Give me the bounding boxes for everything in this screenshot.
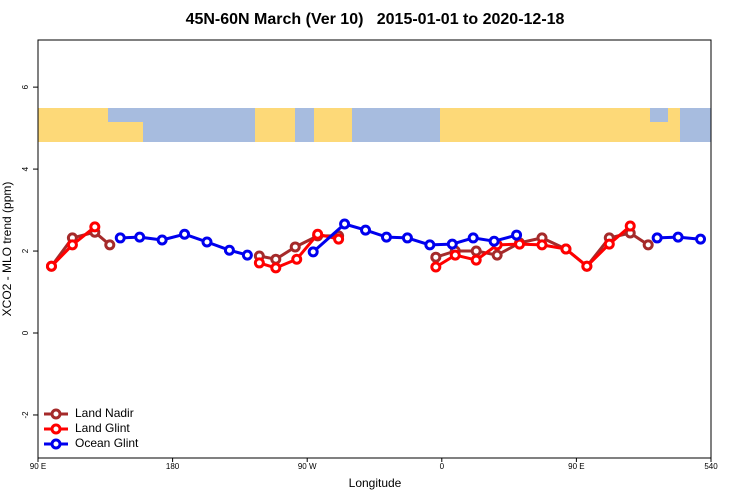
series-marker xyxy=(430,251,442,263)
series-marker xyxy=(339,218,351,230)
x-tick-label: 90 E xyxy=(568,462,584,471)
series-marker xyxy=(201,236,213,248)
chart-title: 45N-60N March (Ver 10) 2015-01-01 to 202… xyxy=(186,11,565,28)
series-marker xyxy=(134,231,146,243)
series-marker xyxy=(104,239,116,251)
series-marker xyxy=(488,235,500,247)
series-marker xyxy=(89,221,101,233)
series-marker xyxy=(470,254,482,266)
legend-label: Ocean Glint xyxy=(75,436,139,450)
series-marker xyxy=(446,238,458,250)
x-tick-label: 90 E xyxy=(30,462,46,471)
y-tick-label: 4 xyxy=(21,166,30,171)
series-marker xyxy=(695,233,707,245)
series-marker xyxy=(514,238,526,250)
legend-marker xyxy=(50,438,62,450)
x-tick-label: 540 xyxy=(704,462,718,471)
series-marker xyxy=(223,244,235,256)
series-marker xyxy=(241,249,253,261)
legend-marker xyxy=(50,408,62,420)
series-marker xyxy=(114,232,126,244)
plot-frame xyxy=(37,39,712,459)
series-marker xyxy=(424,239,436,251)
series-marker xyxy=(156,234,168,246)
legend-label: Land Glint xyxy=(75,421,130,435)
series-marker xyxy=(624,220,636,232)
legend-marker xyxy=(50,423,62,435)
series-marker xyxy=(449,249,461,261)
series-marker xyxy=(270,262,282,274)
y-tick-label: 2 xyxy=(21,248,30,253)
series-marker xyxy=(179,228,191,240)
series-marker xyxy=(560,243,572,255)
series-marker xyxy=(401,232,413,244)
series-marker xyxy=(289,241,301,253)
y-tick-label: -2 xyxy=(21,411,30,419)
series-marker xyxy=(491,249,503,261)
series-marker xyxy=(66,239,78,251)
y-axis-label: XCO2 - MLO trend (ppm) xyxy=(0,182,14,317)
series-marker xyxy=(312,228,324,240)
series-marker xyxy=(651,232,663,244)
x-tick-label: 0 xyxy=(440,462,445,471)
series-marker xyxy=(270,253,282,265)
legend-label: Land Nadir xyxy=(75,406,134,420)
y-tick-label: 0 xyxy=(21,330,30,335)
series-marker xyxy=(253,257,265,269)
series-marker xyxy=(511,229,523,241)
series-marker xyxy=(603,238,615,250)
x-tick-label: 180 xyxy=(166,462,180,471)
series-marker xyxy=(642,239,654,251)
series-marker xyxy=(430,261,442,273)
series-marker xyxy=(467,232,479,244)
series-marker xyxy=(380,231,392,243)
y-tick-label: 6 xyxy=(21,84,30,89)
map-band xyxy=(38,108,711,142)
series-marker xyxy=(360,224,372,236)
series-marker xyxy=(307,246,319,258)
series-marker xyxy=(291,253,303,265)
series-marker xyxy=(470,245,482,257)
series-marker xyxy=(45,260,57,272)
series-marker xyxy=(536,239,548,251)
x-axis-label: Longitude xyxy=(349,476,402,490)
series-marker xyxy=(581,260,593,272)
x-tick-label: 90 W xyxy=(298,462,317,471)
series-marker xyxy=(333,233,345,245)
series-marker xyxy=(672,231,684,243)
